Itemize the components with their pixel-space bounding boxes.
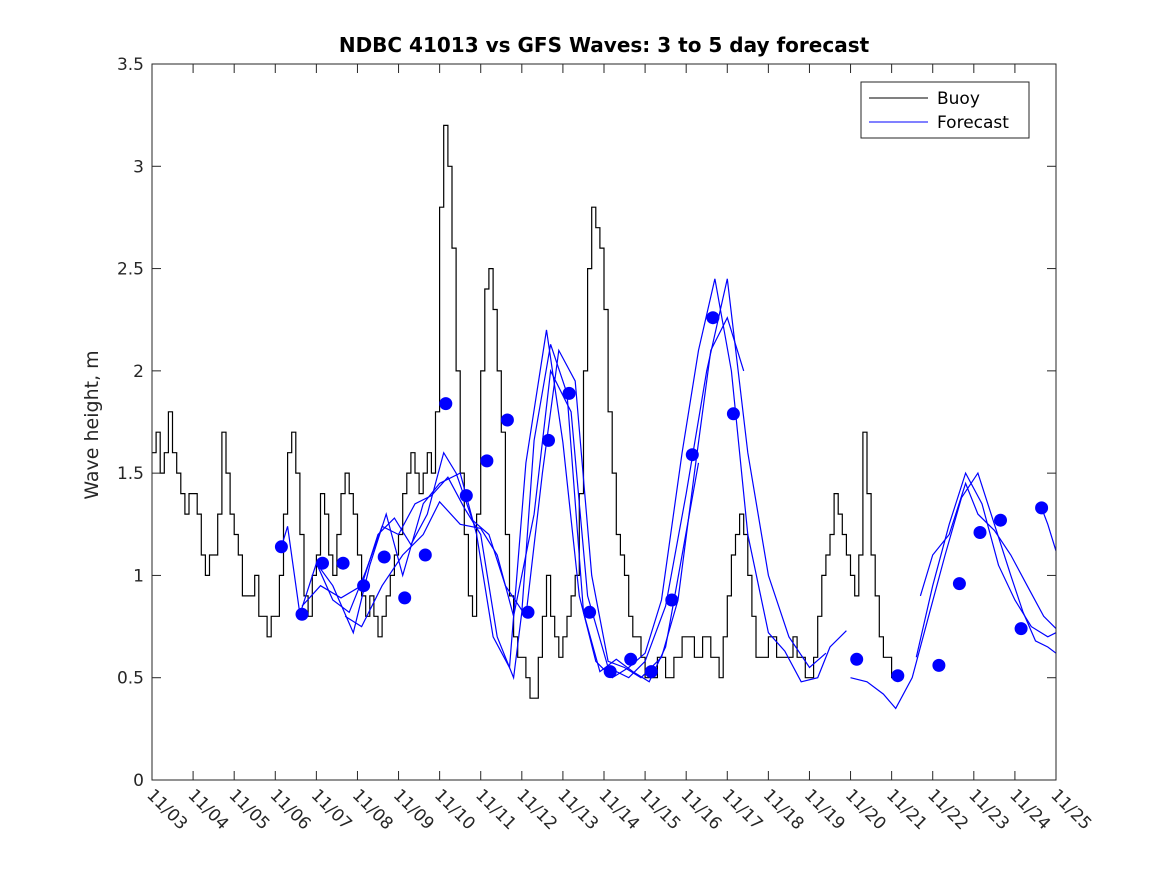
- forecast-marker: [685, 448, 699, 462]
- forecast-marker: [316, 556, 329, 570]
- plot-background: [152, 64, 1056, 780]
- forecast-series-line-5: [919, 481, 1057, 630]
- forecast-marker: [480, 454, 494, 468]
- forecast-marker: [439, 397, 453, 411]
- y-tick-label: 0.5: [117, 669, 144, 689]
- forecast-marker: [274, 540, 288, 554]
- forecast-series-line-7: [915, 471, 1057, 658]
- y-tick-label: 3: [133, 157, 144, 177]
- forecast-marker: [932, 658, 946, 672]
- forecast-series-line-6: [850, 471, 1057, 710]
- forecast-marker: [377, 550, 391, 564]
- y-tick-label: 3.5: [117, 55, 144, 75]
- forecast-marker: [562, 386, 576, 400]
- y-tick-label: 1.5: [117, 464, 144, 484]
- forecast-marker: [603, 665, 617, 679]
- y-tick-label: 2: [133, 362, 144, 382]
- forecast-marker: [644, 665, 658, 679]
- forecast-marker: [665, 593, 679, 607]
- legend-box: [860, 81, 1030, 139]
- forecast-marker: [521, 605, 535, 619]
- legend-buoy-label: Buoy: [937, 89, 980, 109]
- y-tick-label: 2.5: [117, 260, 144, 280]
- forecast-marker: [500, 413, 514, 427]
- forecast-marker: [952, 577, 966, 591]
- buoy-series-line: [152, 124, 896, 699]
- y-tick-label: 1: [133, 566, 144, 586]
- forecast-marker: [295, 607, 309, 621]
- forecast-marker: [891, 669, 905, 683]
- forecast-marker: [973, 526, 987, 539]
- forecast-marker: [583, 605, 597, 619]
- forecast-marker: [336, 556, 350, 570]
- forecast-marker: [459, 489, 473, 503]
- plot-area: 00.511.522.533.511/0311/0411/0511/0611/0…: [117, 55, 1095, 834]
- forecast-marker: [398, 591, 412, 605]
- chart-title: NDBC 41013 vs GFS Waves: 3 to 5 day fore…: [339, 33, 870, 57]
- forecast-marker: [1035, 501, 1049, 515]
- forecast-marker: [726, 407, 740, 421]
- forecast-marker: [994, 513, 1007, 527]
- forecast-marker: [357, 579, 371, 593]
- y-axis-label: Wave height, m: [81, 350, 103, 499]
- forecast-series-line-3: [315, 278, 847, 683]
- forecast-series-line-4: [344, 278, 827, 679]
- series-layer: [152, 124, 1057, 710]
- y-tick-label: 0: [133, 771, 144, 791]
- forecast-marker: [624, 652, 638, 666]
- forecast-marker: [418, 548, 432, 562]
- forecast-marker: [850, 652, 864, 666]
- legend-forecast-label: Forecast: [937, 113, 1009, 133]
- forecast-marker: [542, 433, 555, 447]
- legend: Buoy Forecast: [860, 81, 1030, 139]
- forecast-series-line-1: [280, 344, 700, 683]
- forecast-marker: [706, 311, 720, 325]
- forecast-marker: [1014, 622, 1028, 636]
